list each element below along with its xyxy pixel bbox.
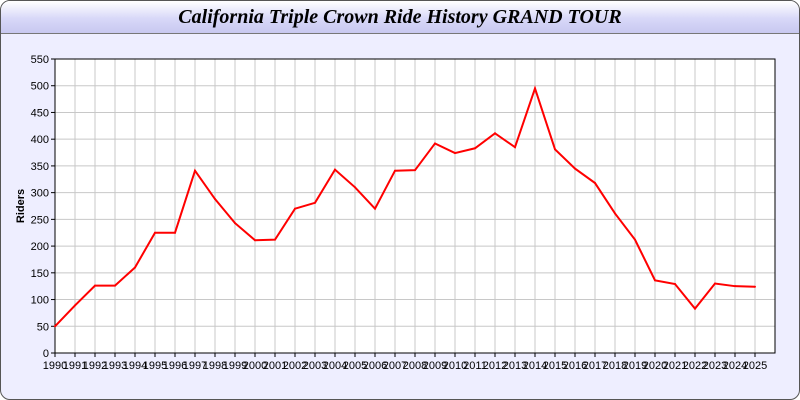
data-point [394, 169, 396, 172]
y-tick-label: 100 [31, 295, 49, 307]
x-tick-label: 1992 [83, 360, 107, 372]
data-point [254, 239, 256, 242]
data-point [654, 279, 656, 282]
data-point [554, 148, 556, 151]
data-point [734, 285, 736, 288]
data-point [334, 168, 336, 171]
y-tick-label: 450 [31, 107, 49, 119]
x-tick-label: 1995 [143, 360, 167, 372]
x-tick-label: 2022 [683, 360, 707, 372]
data-point [194, 169, 196, 172]
x-tick-label: 2001 [263, 360, 287, 372]
data-point [574, 167, 576, 170]
y-tick-label: 300 [31, 188, 49, 200]
x-tick-label: 2007 [383, 360, 407, 372]
x-tick-label: 2024 [723, 360, 747, 372]
x-tick-label: 2005 [343, 360, 367, 372]
y-tick-label: 500 [31, 81, 49, 93]
x-tick-label: 1990 [43, 360, 67, 372]
data-point [314, 201, 316, 204]
x-tick-label: 1993 [103, 360, 127, 372]
x-tick-label: 2016 [563, 360, 587, 372]
y-tick-label: 550 [31, 54, 49, 66]
x-tick-label: 2012 [483, 360, 507, 372]
x-tick-label: 2018 [603, 360, 627, 372]
chart-title: California Triple Crown Ride History GRA… [178, 6, 622, 28]
x-tick-label: 1996 [163, 360, 187, 372]
x-tick-label: 2015 [543, 360, 567, 372]
data-point [754, 285, 756, 288]
x-tick-label: 2008 [403, 360, 427, 372]
x-tick-label: 2009 [423, 360, 447, 372]
data-point [134, 266, 136, 269]
series-line [54, 85, 756, 327]
data-point [54, 325, 56, 328]
data-point [714, 282, 716, 285]
x-tick-label: 1997 [183, 360, 207, 372]
data-point [274, 238, 276, 241]
x-tick-label: 2011 [463, 360, 487, 372]
y-tick-label: 200 [31, 241, 49, 253]
x-tick-label: 2020 [643, 360, 667, 372]
y-tick-label: 250 [31, 214, 49, 226]
y-tick-label: 0 [43, 348, 49, 360]
data-point [294, 207, 296, 210]
data-point [214, 198, 216, 201]
y-tick-label: 350 [31, 161, 49, 173]
x-tick-label: 1998 [203, 360, 227, 372]
data-point [414, 169, 416, 172]
x-tick-label: 2002 [283, 360, 307, 372]
title-bar: California Triple Crown Ride History GRA… [1, 1, 799, 34]
x-tick-label: 1999 [223, 360, 247, 372]
x-tick-label: 2025 [743, 360, 767, 372]
x-tick-label: 1991 [63, 360, 87, 372]
data-point [234, 222, 236, 225]
x-tick-label: 1994 [123, 360, 147, 372]
x-tick-label: 2023 [703, 360, 727, 372]
data-point [374, 207, 376, 210]
x-tick-label: 2010 [443, 360, 467, 372]
data-point [674, 283, 676, 286]
data-point [614, 212, 616, 215]
y-tick-label: 50 [37, 321, 49, 333]
data-point [694, 307, 696, 310]
y-tick-label: 400 [31, 134, 49, 146]
data-point [174, 231, 176, 234]
x-tick-label: 2000 [243, 360, 267, 372]
data-point [474, 147, 476, 150]
x-tick-label: 2004 [323, 360, 347, 372]
plot-border [54, 58, 776, 354]
data-point [514, 146, 516, 149]
x-tick-label: 2019 [623, 360, 647, 372]
x-tick-label: 2021 [663, 360, 687, 372]
x-tick-label: 2017 [583, 360, 607, 372]
y-axis-label: Riders [15, 189, 27, 223]
x-tick-label: 2013 [503, 360, 527, 372]
data-point [494, 132, 496, 135]
x-tick-label: 2014 [523, 360, 547, 372]
data-point [154, 231, 156, 234]
data-point [454, 152, 456, 155]
data-point [74, 304, 76, 307]
data-point [354, 186, 356, 189]
x-tick-label: 2003 [303, 360, 327, 372]
data-point [114, 284, 116, 287]
data-point [434, 142, 436, 145]
x-tick-label: 2006 [363, 360, 387, 372]
data-point [534, 87, 536, 90]
data-point [634, 238, 636, 241]
y-tick-label: 150 [31, 268, 49, 280]
data-point [594, 182, 596, 185]
data-point [94, 284, 96, 287]
